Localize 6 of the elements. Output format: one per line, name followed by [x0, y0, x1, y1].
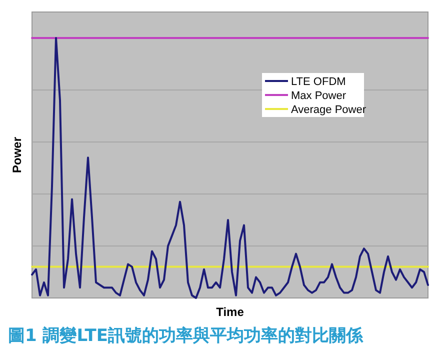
caption: 圖1 調變LTE訊號的功率與平均功率的對比關係 [8, 326, 364, 346]
x-axis-title: Time [216, 305, 244, 319]
legend-label: Average Power [291, 104, 366, 116]
legend-label: LTE OFDM [291, 76, 346, 88]
legend-label: Max Power [291, 90, 346, 102]
y-axis-title: Power [10, 136, 24, 174]
